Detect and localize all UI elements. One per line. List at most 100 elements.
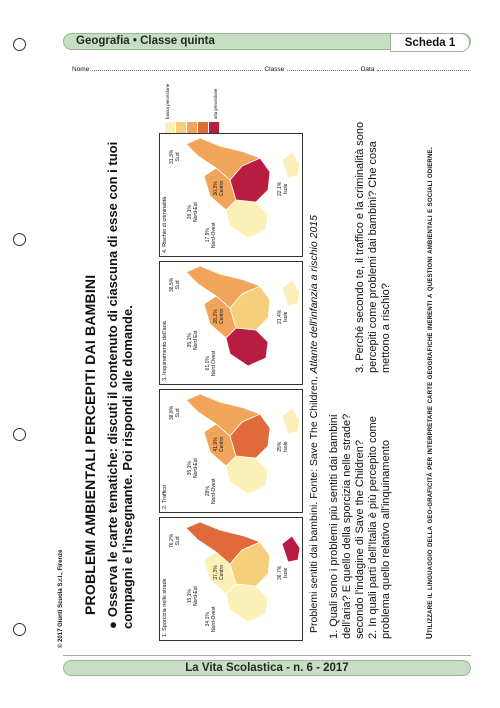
question-col-right: 3. Perché secondo te, il traffico e la c… xyxy=(354,117,393,373)
region-name: Nord-Ovest xyxy=(210,478,217,504)
region-name: Centro xyxy=(218,436,225,452)
region-value: 22,1% Isole xyxy=(277,181,289,196)
thematic-map: 1. Sporcizia nelle strade 34,1% Nord-Oves… xyxy=(159,517,303,641)
region-value: 25% Isole xyxy=(277,441,289,452)
maps-row: 1. Sporcizia nelle strade 34,1% Nord-Oves… xyxy=(159,84,381,641)
region-value: 30,3% Centro xyxy=(213,180,225,196)
region-name: Isole xyxy=(282,183,289,195)
subject-label: Geografia • Classe quinta xyxy=(76,35,215,47)
caption-text: Problemi sentiti dai bambini. Fonte: Sav… xyxy=(308,373,320,633)
region-name: Nord Est xyxy=(192,330,199,350)
region-value: 31,3% Sud xyxy=(169,149,181,164)
caption-source: Atlante dell'infanzia a rischio 2015 xyxy=(308,215,320,374)
legend-low: bassa percezione xyxy=(165,83,170,119)
instruction: ●Osserva le carte tematiche: discuti il … xyxy=(105,109,135,629)
region-name: Isole xyxy=(282,567,289,579)
map-label: 2. Traffico xyxy=(162,484,168,509)
copyright: © 2017 Giunti Scuola S.r.l., Firenze xyxy=(58,549,64,648)
region-nord-ovest xyxy=(225,583,269,623)
legend-swatch xyxy=(209,122,219,133)
region-isole xyxy=(281,151,301,179)
binder-hole xyxy=(13,623,26,636)
italy-map xyxy=(185,137,301,239)
region-nord-ovest xyxy=(225,199,269,239)
italy-map xyxy=(185,393,301,495)
region-isole xyxy=(281,535,301,563)
worksheet-content: PROBLEMI AMBIENTALI PERCEPITI DAI BAMBIN… xyxy=(82,83,467,643)
italy-map xyxy=(185,521,301,623)
region-value: 76,2% Sud xyxy=(169,533,181,548)
question-1-cont: secondo l'indagine di Save the Children? xyxy=(354,439,366,639)
region-sud xyxy=(185,265,262,309)
name-label: Nome xyxy=(72,66,90,73)
region-value: 38,5% Sud xyxy=(169,277,181,292)
question-col-left: 1. Quali sono i problemi più sentiti dai… xyxy=(328,383,393,639)
region-name: Centro xyxy=(218,308,225,324)
italy-map xyxy=(185,265,301,367)
question-2: 2. In quali parti dell'Italia è più perc… xyxy=(367,416,392,639)
region-value: 35,1% Nord Est xyxy=(187,330,199,350)
header-bar: Geografia • Classe quinta Scheda 1 xyxy=(63,33,471,52)
region-name: Sud xyxy=(174,152,181,162)
questions: 1. Quali sono i problemi più sentiti dai… xyxy=(328,109,418,639)
region-value: 15,1% Nord-Est xyxy=(187,586,199,606)
region-name: Nord-Ovest xyxy=(210,222,217,248)
legend-high: alta percezione xyxy=(213,88,218,119)
class-field[interactable] xyxy=(287,66,358,71)
question-1: 1. Quali sono i problemi più sentiti dai… xyxy=(328,413,353,639)
thematic-map: 2. Traffico 28% Nord-Ovest 35,1% Nord-Est 4… xyxy=(159,389,303,513)
map-label: 1. Sporcizia nelle strade xyxy=(162,578,168,637)
legend-swatch xyxy=(165,122,175,133)
map-caption: Problemi sentiti dai bambini. Fonte: Sav… xyxy=(308,113,321,633)
region-value: 37,3% Centro xyxy=(213,564,225,580)
region-name: Sud xyxy=(174,280,181,290)
map-legend: bassa percezione alta percezione xyxy=(165,84,240,133)
region-name: Centro xyxy=(218,180,225,196)
region-value: 41,9% Centro xyxy=(213,436,225,452)
legend-swatch xyxy=(187,122,197,133)
region-nord-ovest xyxy=(225,327,269,367)
region-isole xyxy=(281,407,301,435)
region-nord-ovest xyxy=(225,455,269,495)
name-row: Nome Classe Data xyxy=(72,66,472,73)
binder-hole xyxy=(13,38,26,51)
region-value: 61,1% Nord Ovest xyxy=(205,350,217,376)
name-field[interactable] xyxy=(92,66,262,71)
map-label: 3. Inquinamento dell'aria xyxy=(162,321,168,381)
region-sud xyxy=(185,521,262,565)
binder-hole xyxy=(13,428,26,441)
region-sud xyxy=(185,393,262,437)
date-label: Data xyxy=(360,66,375,73)
region-value: 21,4% Isole xyxy=(277,309,289,324)
region-name: Nord-Est xyxy=(192,458,199,478)
legend-swatch xyxy=(198,122,208,133)
region-name: Nord-Est xyxy=(192,202,199,222)
region-name: Nord Ovest xyxy=(210,350,217,376)
thematic-map: 4. Rischio di criminalità 17,9% Nord-Oves… xyxy=(159,133,303,257)
region-name: Isole xyxy=(282,441,289,452)
region-isole xyxy=(281,279,301,307)
region-name: Nord-Est xyxy=(192,586,199,606)
region-value: 17,9% Nord-Ovest xyxy=(205,222,217,248)
instruction-text: Osserva le carte tematiche: discuti il c… xyxy=(105,141,135,629)
region-name: Isole xyxy=(282,311,289,323)
legend-swatch xyxy=(176,122,186,133)
thematic-map: 3. Inquinamento dell'aria 61,1% Nord Oves… xyxy=(159,261,303,385)
region-value: 38,8% Sud xyxy=(169,405,181,420)
region-sud xyxy=(185,137,262,181)
sheet-label: Scheda 1 xyxy=(390,33,470,52)
worksheet-title: PROBLEMI AMBIENTALI PERCEPITI DAI BAMBIN… xyxy=(82,274,98,615)
footer-note: Utilizzare il linguaggio della geo-grafi… xyxy=(425,146,434,639)
region-value: 28,1% Nord-Est xyxy=(187,202,199,222)
date-field[interactable] xyxy=(377,66,469,71)
region-name: Centro xyxy=(218,564,225,580)
region-name: Nord-Ovest xyxy=(210,606,217,632)
question-3: 3. Perché secondo te, il traffico e la c… xyxy=(354,121,392,373)
region-value: 35,1% Nord-Est xyxy=(187,458,199,478)
region-value: 36,7% Isole xyxy=(277,565,289,580)
region-name: Sud xyxy=(174,536,181,546)
bullet-icon: ● xyxy=(105,621,120,629)
magazine-footer: La Vita Scolastica - n. 6 - 2017 xyxy=(63,660,471,676)
map-label: 4. Rischio di criminalità xyxy=(162,196,168,253)
region-value: 28% Nord-Ovest xyxy=(205,478,217,504)
